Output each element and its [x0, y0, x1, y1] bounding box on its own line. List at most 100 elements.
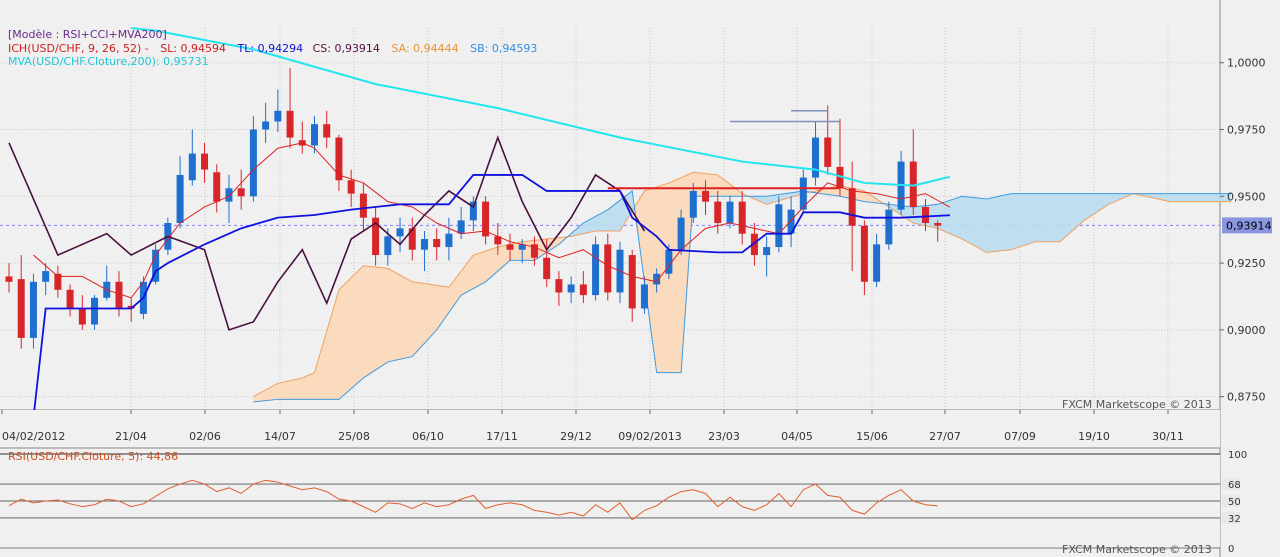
candle-body: [323, 124, 331, 138]
candle-body: [372, 217, 380, 256]
price-label-1: 0,9750: [1227, 124, 1266, 137]
price-label-2: 0,9500: [1227, 190, 1266, 203]
date-label-14: 19/10: [1078, 430, 1110, 443]
date-label-9: 23/03: [708, 430, 740, 443]
candle-body: [188, 153, 196, 181]
cloud-segment-5: [885, 193, 1134, 253]
candle-body: [714, 201, 722, 224]
candle-70: [860, 220, 868, 296]
candle-28: [347, 169, 355, 207]
rsi-title: RSI(USD/CHF.Cloture, 5): 44,86: [8, 450, 178, 463]
price-label-5: 0,8750: [1227, 391, 1266, 404]
watermark-rsi: FXCM Marketscope © 2013: [1062, 543, 1212, 556]
candle-body: [457, 220, 465, 234]
candle-body: [286, 110, 294, 138]
candle-body: [653, 273, 661, 285]
candle-body: [799, 177, 807, 210]
candle-71: [873, 233, 881, 288]
candle-27: [335, 134, 343, 191]
rsi-line: [8, 479, 938, 521]
rsi-badge-2: [1222, 495, 1240, 507]
candle-body: [640, 284, 648, 309]
candle-63: [775, 196, 783, 253]
candle-6: [78, 295, 86, 330]
candle-body: [249, 129, 257, 197]
candle-body: [213, 172, 221, 202]
date-label-11: 15/06: [856, 430, 888, 443]
candle-68: [836, 118, 844, 197]
ich-sa: SA: 0,94444: [391, 42, 458, 55]
candle-body: [726, 201, 734, 224]
candle-35: [433, 228, 441, 261]
candle-18: [225, 174, 233, 224]
candle-body: [335, 137, 343, 181]
tenkan-line: [33, 142, 951, 299]
rsi-panel: 1006850320685032: [0, 450, 1247, 555]
candle-67: [824, 105, 832, 175]
candle-body: [347, 180, 355, 194]
chikou-line: [8, 135, 646, 331]
rsi-level-text-2: 32: [1228, 514, 1241, 525]
price-label-3: 0,9250: [1227, 257, 1266, 270]
ich-sb: SB: 0,94593: [470, 42, 537, 55]
candle-body: [262, 121, 270, 130]
candle-body: [885, 209, 893, 245]
candle-17: [213, 164, 221, 213]
candle-72: [885, 201, 893, 250]
candle-57: [702, 180, 710, 215]
candle-2: [29, 273, 37, 349]
candle-33: [408, 217, 416, 261]
candle-body: [506, 244, 514, 250]
candle-19: [237, 169, 245, 210]
ich-legend: ICH(USD/CHF, 9, 26, 52) - SL: 0,94594 TL…: [8, 42, 537, 55]
candle-body: [42, 271, 50, 282]
candle-0: [5, 263, 13, 293]
candle-body: [469, 201, 477, 221]
drawn-lines: [607, 110, 840, 190]
candle-43: [530, 236, 538, 266]
kijun-line: [8, 174, 950, 430]
candle-body: [408, 228, 416, 250]
rsi-badge-3: [1222, 511, 1240, 524]
indicator-lines: [8, 27, 951, 430]
candle-body: [127, 305, 135, 309]
candle-51: [628, 249, 636, 322]
candle-body: [592, 244, 600, 296]
ich-cs: CS: 0,93914: [313, 42, 380, 55]
candle-body: [824, 137, 832, 167]
candle-52: [640, 276, 648, 314]
current-price-badge: [1222, 217, 1272, 234]
candle-42: [518, 239, 526, 264]
candle-22: [274, 89, 282, 133]
candle-body: [225, 188, 233, 202]
candle-65: [799, 169, 807, 213]
candle-body: [836, 166, 844, 189]
candle-74: [909, 129, 917, 215]
candle-34: [420, 231, 428, 272]
candle-body: [494, 236, 502, 245]
candle-5: [66, 284, 74, 317]
date-label-13: 07/09: [1004, 430, 1036, 443]
candle-body: [812, 137, 820, 178]
candle-15: [188, 129, 196, 186]
candle-body: [384, 236, 392, 256]
ich-sl: SL: 0,94594: [160, 42, 226, 55]
candle-60: [738, 190, 746, 245]
candle-66: [812, 121, 820, 186]
price-label-0: 1,0000: [1227, 57, 1266, 70]
date-label-6: 17/11: [486, 430, 518, 443]
candle-body: [29, 281, 37, 338]
date-label-3: 14/07: [264, 430, 296, 443]
candle-body: [201, 153, 209, 170]
cloud-segment-0: [253, 236, 569, 402]
rsi-badge-1: [1222, 478, 1240, 491]
candle-body: [628, 255, 636, 309]
senkou-a-line: [253, 171, 1231, 398]
candle-body: [91, 297, 99, 325]
candle-3: [42, 263, 50, 296]
candle-body: [555, 279, 563, 293]
candle-body: [66, 289, 74, 309]
candle-body: [922, 206, 929, 224]
date-label-10: 04/05: [781, 430, 813, 443]
